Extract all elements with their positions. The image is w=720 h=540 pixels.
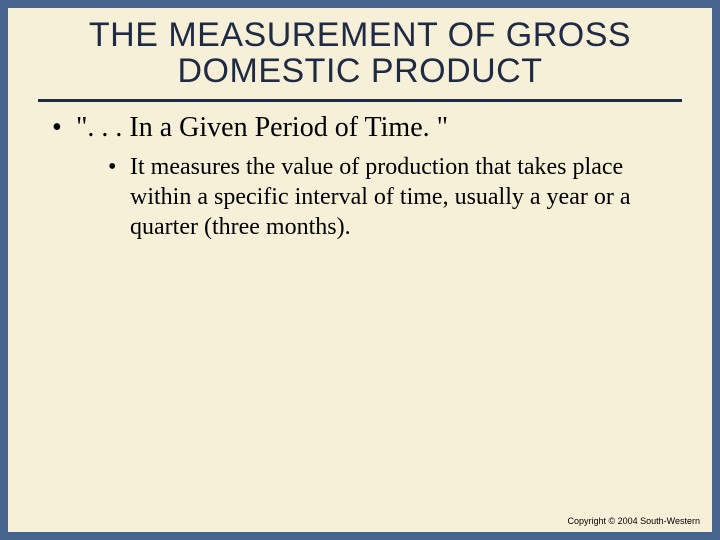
bullet-text-level2: It measures the value of production that… [130, 154, 630, 240]
title-area: THE MEASUREMENT OF GROSS DOMESTIC PRODUC… [8, 8, 712, 95]
bullet-list-level2: It measures the value of production that… [76, 152, 672, 242]
bullet-list-level1: ". . . In a Given Period of Time. " It m… [48, 112, 672, 242]
body-area: ". . . In a Given Period of Time. " It m… [8, 102, 712, 242]
list-item: It measures the value of production that… [106, 152, 672, 242]
slide-content: THE MEASUREMENT OF GROSS DOMESTIC PRODUC… [8, 8, 712, 532]
list-item: ". . . In a Given Period of Time. " It m… [48, 112, 672, 242]
slide-frame: THE MEASUREMENT OF GROSS DOMESTIC PRODUC… [0, 0, 720, 540]
copyright-text: Copyright © 2004 South-Western [567, 516, 700, 526]
slide-title: THE MEASUREMENT OF GROSS DOMESTIC PRODUC… [38, 18, 682, 89]
bullet-text-level1: ". . . In a Given Period of Time. " [76, 112, 448, 143]
